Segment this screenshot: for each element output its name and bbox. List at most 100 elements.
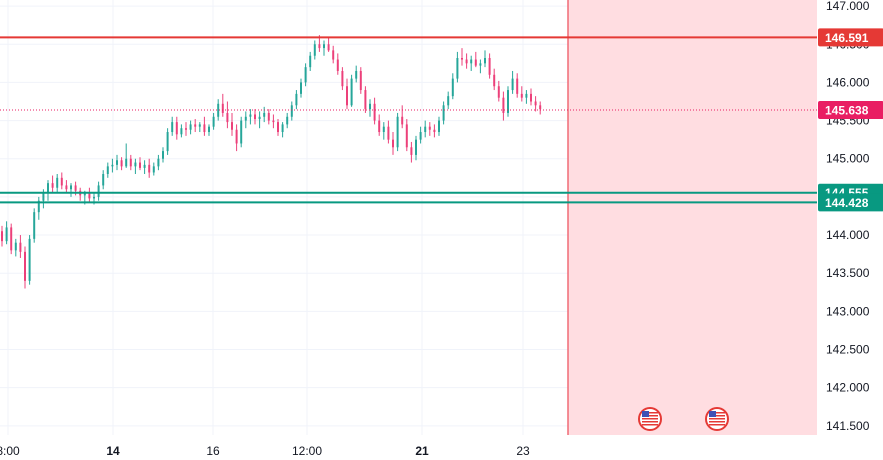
price-axis[interactable] bbox=[817, 0, 883, 460]
time-tick-label: 16 bbox=[206, 444, 220, 458]
candle bbox=[88, 187, 91, 203]
candle-body bbox=[60, 177, 63, 186]
candle-body bbox=[267, 112, 270, 121]
candle bbox=[442, 101, 445, 125]
candle bbox=[456, 51, 459, 83]
candle-body bbox=[396, 116, 399, 148]
candle-body bbox=[102, 174, 105, 186]
resistance-price-badge-bg bbox=[818, 28, 883, 47]
candle bbox=[424, 120, 427, 138]
us-flag-icon[interactable] bbox=[638, 407, 662, 431]
candle-body bbox=[410, 147, 413, 155]
candle-body bbox=[51, 183, 54, 188]
candle-body bbox=[47, 183, 49, 194]
candle bbox=[166, 128, 169, 155]
current-price-badge-bg bbox=[818, 101, 883, 120]
candle bbox=[139, 157, 141, 171]
price-tick-label: 141.500 bbox=[826, 419, 870, 433]
candle bbox=[401, 105, 404, 129]
candle bbox=[5, 221, 8, 245]
candle bbox=[359, 67, 362, 94]
economic-events[interactable] bbox=[638, 407, 729, 431]
candle bbox=[240, 116, 243, 148]
candle-body bbox=[493, 74, 496, 87]
candle-body bbox=[516, 78, 519, 94]
candle bbox=[415, 135, 417, 161]
us-flag-icon[interactable] bbox=[705, 407, 729, 431]
candle bbox=[341, 67, 344, 91]
candle-body bbox=[208, 126, 210, 133]
flag-stripe bbox=[709, 418, 725, 420]
candle-body bbox=[189, 124, 192, 130]
candle-body bbox=[502, 97, 505, 113]
candle bbox=[396, 112, 399, 152]
candle bbox=[530, 88, 532, 106]
candle-body bbox=[111, 164, 114, 167]
flag-stripe bbox=[642, 418, 658, 420]
candle-body bbox=[33, 212, 36, 239]
candle-body bbox=[488, 58, 491, 75]
candle-body bbox=[175, 122, 178, 135]
flag-stripe bbox=[642, 412, 658, 414]
flag-stripe bbox=[709, 412, 725, 414]
candle-body bbox=[134, 162, 137, 167]
horizontal-levels[interactable] bbox=[0, 36, 817, 204]
candle-body bbox=[194, 124, 197, 127]
candle-body bbox=[474, 59, 477, 66]
candle bbox=[258, 111, 261, 129]
candle-body bbox=[465, 59, 468, 64]
price-tick-label: 145.000 bbox=[826, 152, 870, 166]
time-tick-label: 23 bbox=[516, 444, 530, 458]
candles bbox=[1, 35, 542, 289]
candle bbox=[438, 116, 440, 136]
candle bbox=[56, 174, 59, 194]
candle-body bbox=[336, 59, 339, 71]
candle bbox=[461, 48, 463, 66]
resistance-price-badge-text: 146.591 bbox=[825, 31, 869, 45]
candle bbox=[286, 112, 289, 129]
price-tick-label: 144.000 bbox=[826, 228, 870, 242]
candle-body bbox=[461, 58, 463, 60]
candle bbox=[129, 154, 132, 171]
candle bbox=[37, 196, 40, 220]
candle bbox=[428, 122, 431, 136]
candle bbox=[235, 124, 238, 152]
candle bbox=[479, 59, 482, 74]
candle bbox=[249, 109, 252, 125]
candle-body bbox=[507, 90, 509, 113]
candle bbox=[221, 93, 224, 117]
candle-body bbox=[530, 93, 532, 102]
candle-body bbox=[212, 116, 215, 127]
candle bbox=[51, 175, 54, 194]
candle-body bbox=[497, 86, 500, 98]
candle-body bbox=[470, 59, 473, 64]
future-projection-zone bbox=[568, 0, 817, 435]
candle-body bbox=[272, 120, 275, 123]
candle-body bbox=[235, 129, 238, 144]
price-tick-label: 146.000 bbox=[826, 75, 870, 89]
candle-body bbox=[451, 78, 454, 97]
candle bbox=[410, 141, 413, 163]
candle-body bbox=[226, 112, 229, 123]
flag-canton bbox=[642, 411, 649, 417]
candle-body bbox=[70, 185, 72, 190]
candle bbox=[157, 154, 160, 171]
candle-body bbox=[484, 58, 486, 64]
candle-body bbox=[405, 124, 408, 148]
candle-body bbox=[244, 116, 247, 121]
candle-body bbox=[240, 120, 243, 144]
candle-body bbox=[295, 93, 298, 106]
candle-body bbox=[442, 105, 445, 121]
candle bbox=[180, 124, 183, 138]
candle bbox=[125, 143, 128, 168]
candle-body bbox=[139, 162, 141, 168]
candle-body bbox=[378, 120, 381, 133]
candle-body bbox=[309, 55, 312, 68]
candle-body bbox=[534, 101, 537, 106]
candle bbox=[97, 181, 100, 201]
time-tick-label: 14 bbox=[106, 444, 120, 458]
candle bbox=[47, 180, 49, 201]
